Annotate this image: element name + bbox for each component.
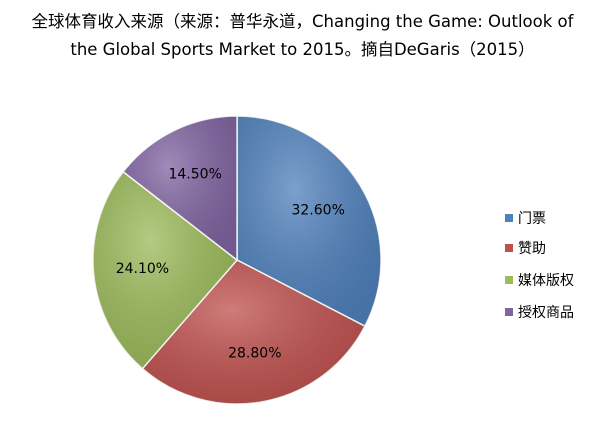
slice-shade [142, 260, 365, 404]
legend-swatch [505, 214, 513, 222]
slice-shade [237, 116, 382, 327]
legend-label: 媒体版权 [518, 273, 574, 289]
data-label: 24.10% [116, 261, 169, 277]
data-label: 28.80% [228, 345, 281, 361]
legend-swatch [505, 276, 513, 284]
legend-label: 门票 [518, 211, 546, 227]
slice-shade [123, 116, 237, 260]
data-label: 14.50% [168, 167, 221, 183]
data-label: 32.60% [291, 203, 344, 219]
legend-label: 赞助 [518, 241, 546, 257]
legend-label: 授权商品 [518, 305, 574, 321]
slice-shade [92, 171, 237, 369]
chart-title: 全球体育收入来源（来源：普华永道，Changing the Game: Outl… [31, 12, 574, 59]
legend-swatch [505, 308, 513, 316]
legend-swatch [505, 244, 513, 252]
